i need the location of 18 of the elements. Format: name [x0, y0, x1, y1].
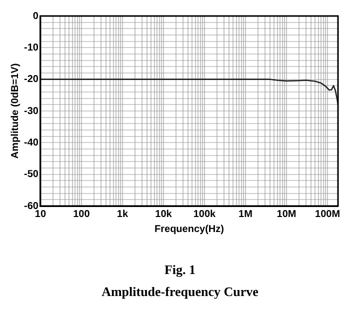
text: Fig. 1 — [163, 262, 197, 278]
x-tick-label: 100k — [193, 208, 216, 220]
y-tick-label: -30 — [24, 106, 39, 117]
y-tick-label: -40 — [24, 137, 39, 148]
y-tick-label: -20 — [24, 74, 39, 86]
x-tick-label: 10M — [276, 208, 296, 220]
x-axis-title: Frequency(Hz) — [154, 224, 224, 235]
y-tick-label: -50 — [24, 169, 39, 180]
x-tick-label: 100M — [315, 208, 340, 220]
x-tick-label: 10 — [34, 208, 46, 220]
x-tick-label: 1M — [238, 208, 252, 220]
x-tick-label: 10k — [155, 208, 172, 220]
y-tick-label: 0 — [32, 10, 39, 22]
y-tick-label: -10 — [24, 42, 39, 54]
y-axis-title: Amplitude (0dB=1V) — [10, 63, 21, 159]
x-tick-label: 1k — [116, 208, 128, 220]
text: Amplitude-frequency Curve — [100, 284, 260, 300]
x-tick-label: 100 — [73, 208, 90, 220]
